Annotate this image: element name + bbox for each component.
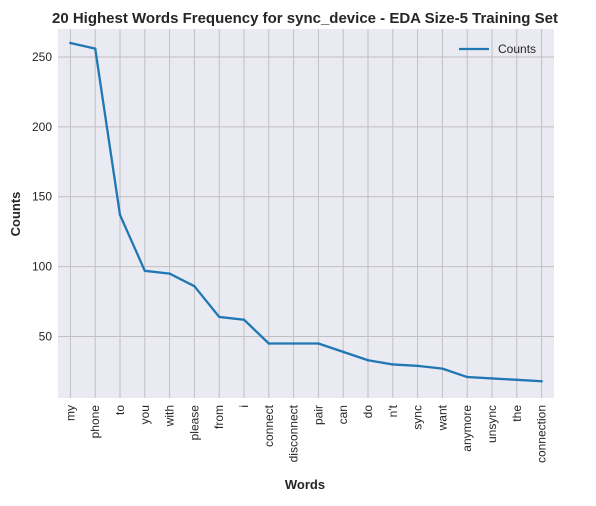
y-tick-label: 50 (39, 330, 53, 344)
x-tick-label: connect (262, 404, 276, 447)
y-tick-label: 100 (32, 260, 52, 274)
x-tick-label: pair (311, 405, 325, 425)
y-tick-label: 150 (32, 190, 52, 204)
y-axis-ticks: 50 100 150 200 250 (32, 50, 52, 344)
x-tick-label: my (63, 405, 77, 421)
data-point (94, 47, 97, 50)
data-point (69, 41, 72, 45)
data-point (416, 364, 419, 368)
data-point (391, 363, 394, 366)
x-tick-label: anymore (460, 405, 474, 452)
legend-label: Counts (498, 42, 536, 56)
x-tick-label: you (138, 405, 152, 424)
x-tick-label: disconnect (287, 404, 301, 462)
x-tick-label: n't (386, 404, 400, 417)
data-point (193, 284, 196, 288)
x-tick-label: can (336, 405, 350, 424)
data-point (143, 269, 146, 273)
data-point (540, 380, 543, 383)
data-point (515, 378, 518, 382)
data-point (292, 342, 295, 345)
data-point (441, 367, 444, 370)
x-tick-label: phone (88, 405, 102, 439)
x-axis-ticks: my phone to you with please from i connect discon… (63, 404, 548, 463)
legend: Counts (459, 42, 536, 56)
x-tick-label: the (510, 405, 524, 422)
x-tick-label: with (163, 405, 177, 427)
x-tick-label: unsync (485, 405, 499, 443)
data-point (466, 375, 469, 379)
x-tick-label: sync (411, 405, 425, 430)
y-axis-title: Counts (8, 192, 23, 237)
grid-lines (58, 29, 554, 398)
x-tick-label: i (237, 405, 251, 408)
data-point (342, 350, 345, 354)
chart-title: 20 Highest Words Frequency for sync_devi… (52, 10, 558, 27)
y-tick-label: 250 (32, 50, 52, 64)
data-point (490, 377, 494, 380)
series-layer (69, 41, 543, 383)
x-tick-label: from (212, 405, 226, 429)
x-tick-label: do (361, 405, 375, 419)
data-point (218, 315, 221, 319)
x-axis-title: Words (285, 477, 325, 492)
data-point (168, 272, 171, 275)
x-tick-label: to (113, 405, 127, 415)
data-point (366, 359, 370, 362)
data-point (317, 342, 320, 345)
x-tick-label: connection (535, 405, 549, 463)
x-tick-label: please (187, 405, 201, 441)
x-tick-label: want (435, 404, 449, 431)
y-tick-label: 200 (32, 120, 52, 134)
data-point (267, 342, 270, 345)
data-point (242, 318, 246, 321)
series-line (69, 41, 543, 383)
data-point (118, 213, 122, 217)
